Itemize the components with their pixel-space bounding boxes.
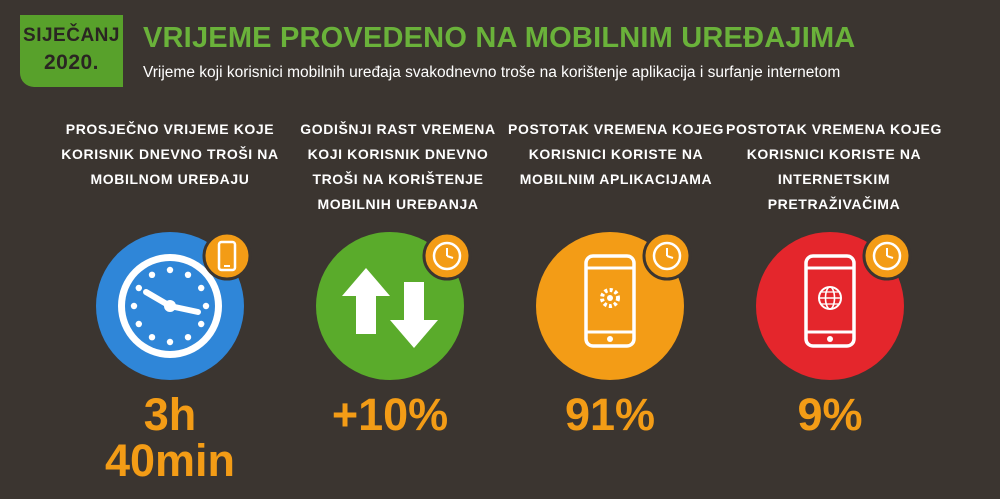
stat-value-daily-time-line2: 40min xyxy=(104,435,236,486)
phone-badge-icon xyxy=(202,231,252,281)
stat-icon-apps-share xyxy=(536,231,692,380)
stat-value-annual-growth: +10% xyxy=(331,389,449,440)
clock-badge-icon xyxy=(862,231,912,281)
stat-icon-browser-share xyxy=(756,231,912,380)
stat-label-annual-growth: GODIŠNJI RAST VREMENA KOJI KORISNIK DNEV… xyxy=(300,121,496,212)
stat-value-daily-time: 3h 40min xyxy=(60,392,280,484)
stat-value-daily-time-line1: 3h xyxy=(143,389,197,440)
stat-icon-annual-growth xyxy=(316,231,472,380)
date-badge: SIJEČANJ 2020. xyxy=(20,15,123,87)
page-subtitle: Vrijeme koji korisnici mobilnih uređaja … xyxy=(143,64,841,81)
stat-icon-daily-time xyxy=(96,231,252,380)
badge-year: 2020. xyxy=(43,51,100,74)
stat-label-apps-share: POSTOTAK VREMENA KOJEG KORISNICI KORISTE… xyxy=(508,121,724,187)
stat-value-browser-share: 9% xyxy=(797,389,863,440)
stat-label-browser-share: POSTOTAK VREMENA KOJEG KORISNICI KORISTE… xyxy=(726,121,942,212)
badge-month: SIJEČANJ xyxy=(23,25,120,46)
stat-label-daily-time: PROSJEČNO VRIJEME KOJE KORISNIK DNEVNO T… xyxy=(61,121,279,187)
clock-badge-icon xyxy=(422,231,472,281)
stat-value-apps-share: 91% xyxy=(564,389,656,440)
clock-badge-icon xyxy=(642,231,692,281)
page-title: VRIJEME PROVEDENO NA MOBILNIM UREĐAJIMA xyxy=(143,22,856,54)
